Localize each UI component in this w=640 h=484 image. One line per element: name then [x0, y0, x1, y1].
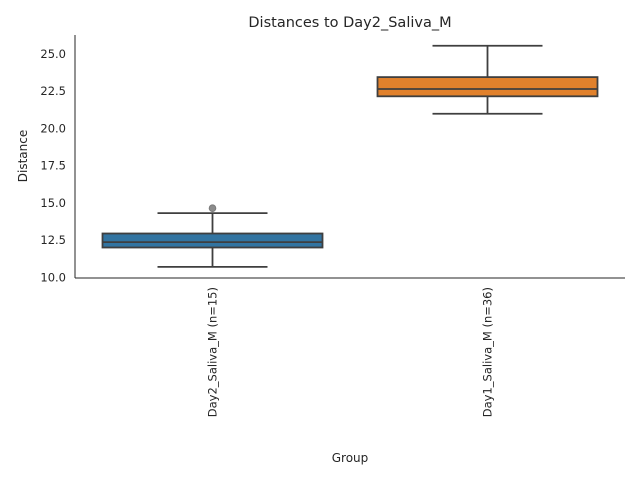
- y-tick-label: 17.5: [40, 159, 66, 173]
- y-tick-label: 22.5: [40, 84, 66, 98]
- box: [101, 232, 324, 249]
- x-axis-label: Group: [332, 451, 369, 465]
- y-tick-label: 12.5: [40, 233, 66, 247]
- chart-title: Distances to Day2_Saliva_M: [248, 15, 451, 31]
- y-axis-label: Distance: [16, 130, 30, 182]
- y-tick-label: 10.0: [40, 270, 66, 284]
- x-tick-label: Day2_Saliva_M (n=15): [206, 287, 220, 417]
- x-tick-label: Day1_Saliva_M (n=36): [481, 287, 495, 417]
- y-tick-label: 25.0: [40, 47, 66, 61]
- y-tick-label: 15.0: [40, 196, 66, 210]
- box: [376, 76, 599, 98]
- y-tick-label: 20.0: [40, 121, 66, 135]
- outlier-point: [208, 204, 217, 213]
